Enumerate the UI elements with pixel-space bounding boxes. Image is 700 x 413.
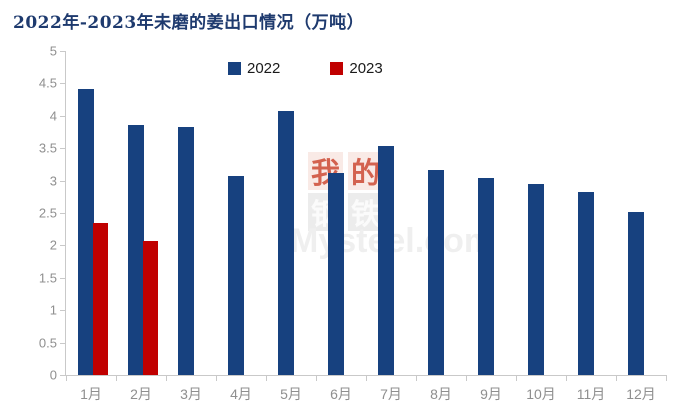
- x-axis-tick: [316, 375, 317, 381]
- bar-2022-11月: [578, 192, 594, 375]
- bar-2022-7月: [378, 146, 394, 375]
- y-axis-label: 0.5: [38, 335, 57, 351]
- x-axis-label: 2月: [130, 386, 152, 402]
- x-axis-label: 6月: [330, 386, 352, 402]
- y-axis-tick: [60, 148, 66, 150]
- legend-item-2023: 2023: [330, 60, 383, 77]
- y-axis-tick: [60, 277, 66, 279]
- x-axis-tick: [666, 375, 667, 381]
- x-axis-tick: [216, 375, 217, 381]
- bar-2023-2月: [143, 241, 158, 375]
- bar-2022-12月: [628, 212, 644, 375]
- x-axis-label: 3月: [180, 386, 202, 402]
- legend-swatch-2022-icon: [228, 62, 241, 75]
- x-axis-tick: [66, 375, 67, 381]
- bar-2022-2月: [128, 125, 144, 375]
- y-axis-label: 3.5: [38, 140, 57, 156]
- legend-swatch-2023-icon: [330, 62, 344, 75]
- y-axis-tick: [60, 342, 66, 344]
- y-axis-label: 2.5: [38, 205, 57, 221]
- chart-title: 2022年-2023年未磨的姜出口情况（万吨）: [13, 13, 365, 33]
- y-axis-tick: [60, 310, 66, 312]
- legend-label-2023: 2023: [349, 60, 383, 77]
- x-axis-label: 9月: [480, 386, 502, 402]
- x-axis-tick: [416, 375, 417, 381]
- legend-label-2022: 2022: [247, 60, 281, 77]
- x-axis-label: 4月: [230, 386, 252, 402]
- x-axis-tick: [116, 375, 117, 381]
- bar-2022-5月: [278, 111, 294, 375]
- x-axis-tick: [166, 375, 167, 381]
- x-axis-label: 11月: [576, 386, 606, 402]
- y-axis-label: 1.5: [38, 270, 57, 286]
- watermark-char: 铁: [348, 193, 383, 231]
- y-axis-tick: [60, 245, 66, 247]
- y-axis-tick: [60, 115, 66, 117]
- bar-2022-10月: [528, 184, 544, 375]
- y-axis-tick: [60, 375, 66, 376]
- x-axis-tick: [566, 375, 567, 381]
- chart-legend: 2022 2023: [228, 61, 383, 76]
- bar-2022-1月: [78, 89, 94, 375]
- y-axis-tick: [60, 83, 66, 85]
- x-axis-label: 12月: [626, 386, 656, 402]
- x-axis-label: 8月: [430, 386, 452, 402]
- x-axis-tick: [466, 375, 467, 381]
- y-axis-label: 0: [49, 367, 57, 383]
- bar-2023-1月: [93, 223, 108, 375]
- x-axis-label: 5月: [280, 386, 302, 402]
- y-axis-tick: [60, 51, 66, 52]
- bar-2022-9月: [478, 178, 494, 375]
- y-axis-tick: [60, 213, 66, 214]
- legend-item-2022: 2022: [228, 61, 280, 76]
- y-axis-label: 1: [49, 302, 57, 318]
- x-axis-label: 7月: [380, 386, 402, 402]
- plot-area: 5 4.5 4 3.5 3 2.5 2 1.5 1 0.5 0 1月 2月 3月 4月 5月 6月 7月 8月 9月 1…: [39, 44, 667, 402]
- x-axis-label: 10月: [526, 386, 556, 402]
- y-axis-label: 4.5: [38, 75, 57, 91]
- y-axis-label: 4: [49, 108, 57, 124]
- bar-2022-6月: [328, 173, 344, 375]
- y-axis-label: 2: [49, 237, 57, 253]
- x-axis-tick: [616, 375, 617, 381]
- bar-2022-3月: [178, 127, 194, 375]
- bar-2022-4月: [228, 176, 244, 375]
- y-axis-label: 3: [49, 173, 57, 189]
- y-axis-tick: [60, 180, 66, 182]
- y-axis-label: 5: [49, 43, 57, 59]
- x-axis-tick: [516, 375, 517, 381]
- x-axis-tick: [366, 375, 367, 381]
- bar-2022-8月: [428, 170, 444, 375]
- watermark-char: 的: [348, 152, 383, 190]
- x-axis-label: 1月: [80, 386, 102, 402]
- x-axis-tick: [266, 375, 267, 381]
